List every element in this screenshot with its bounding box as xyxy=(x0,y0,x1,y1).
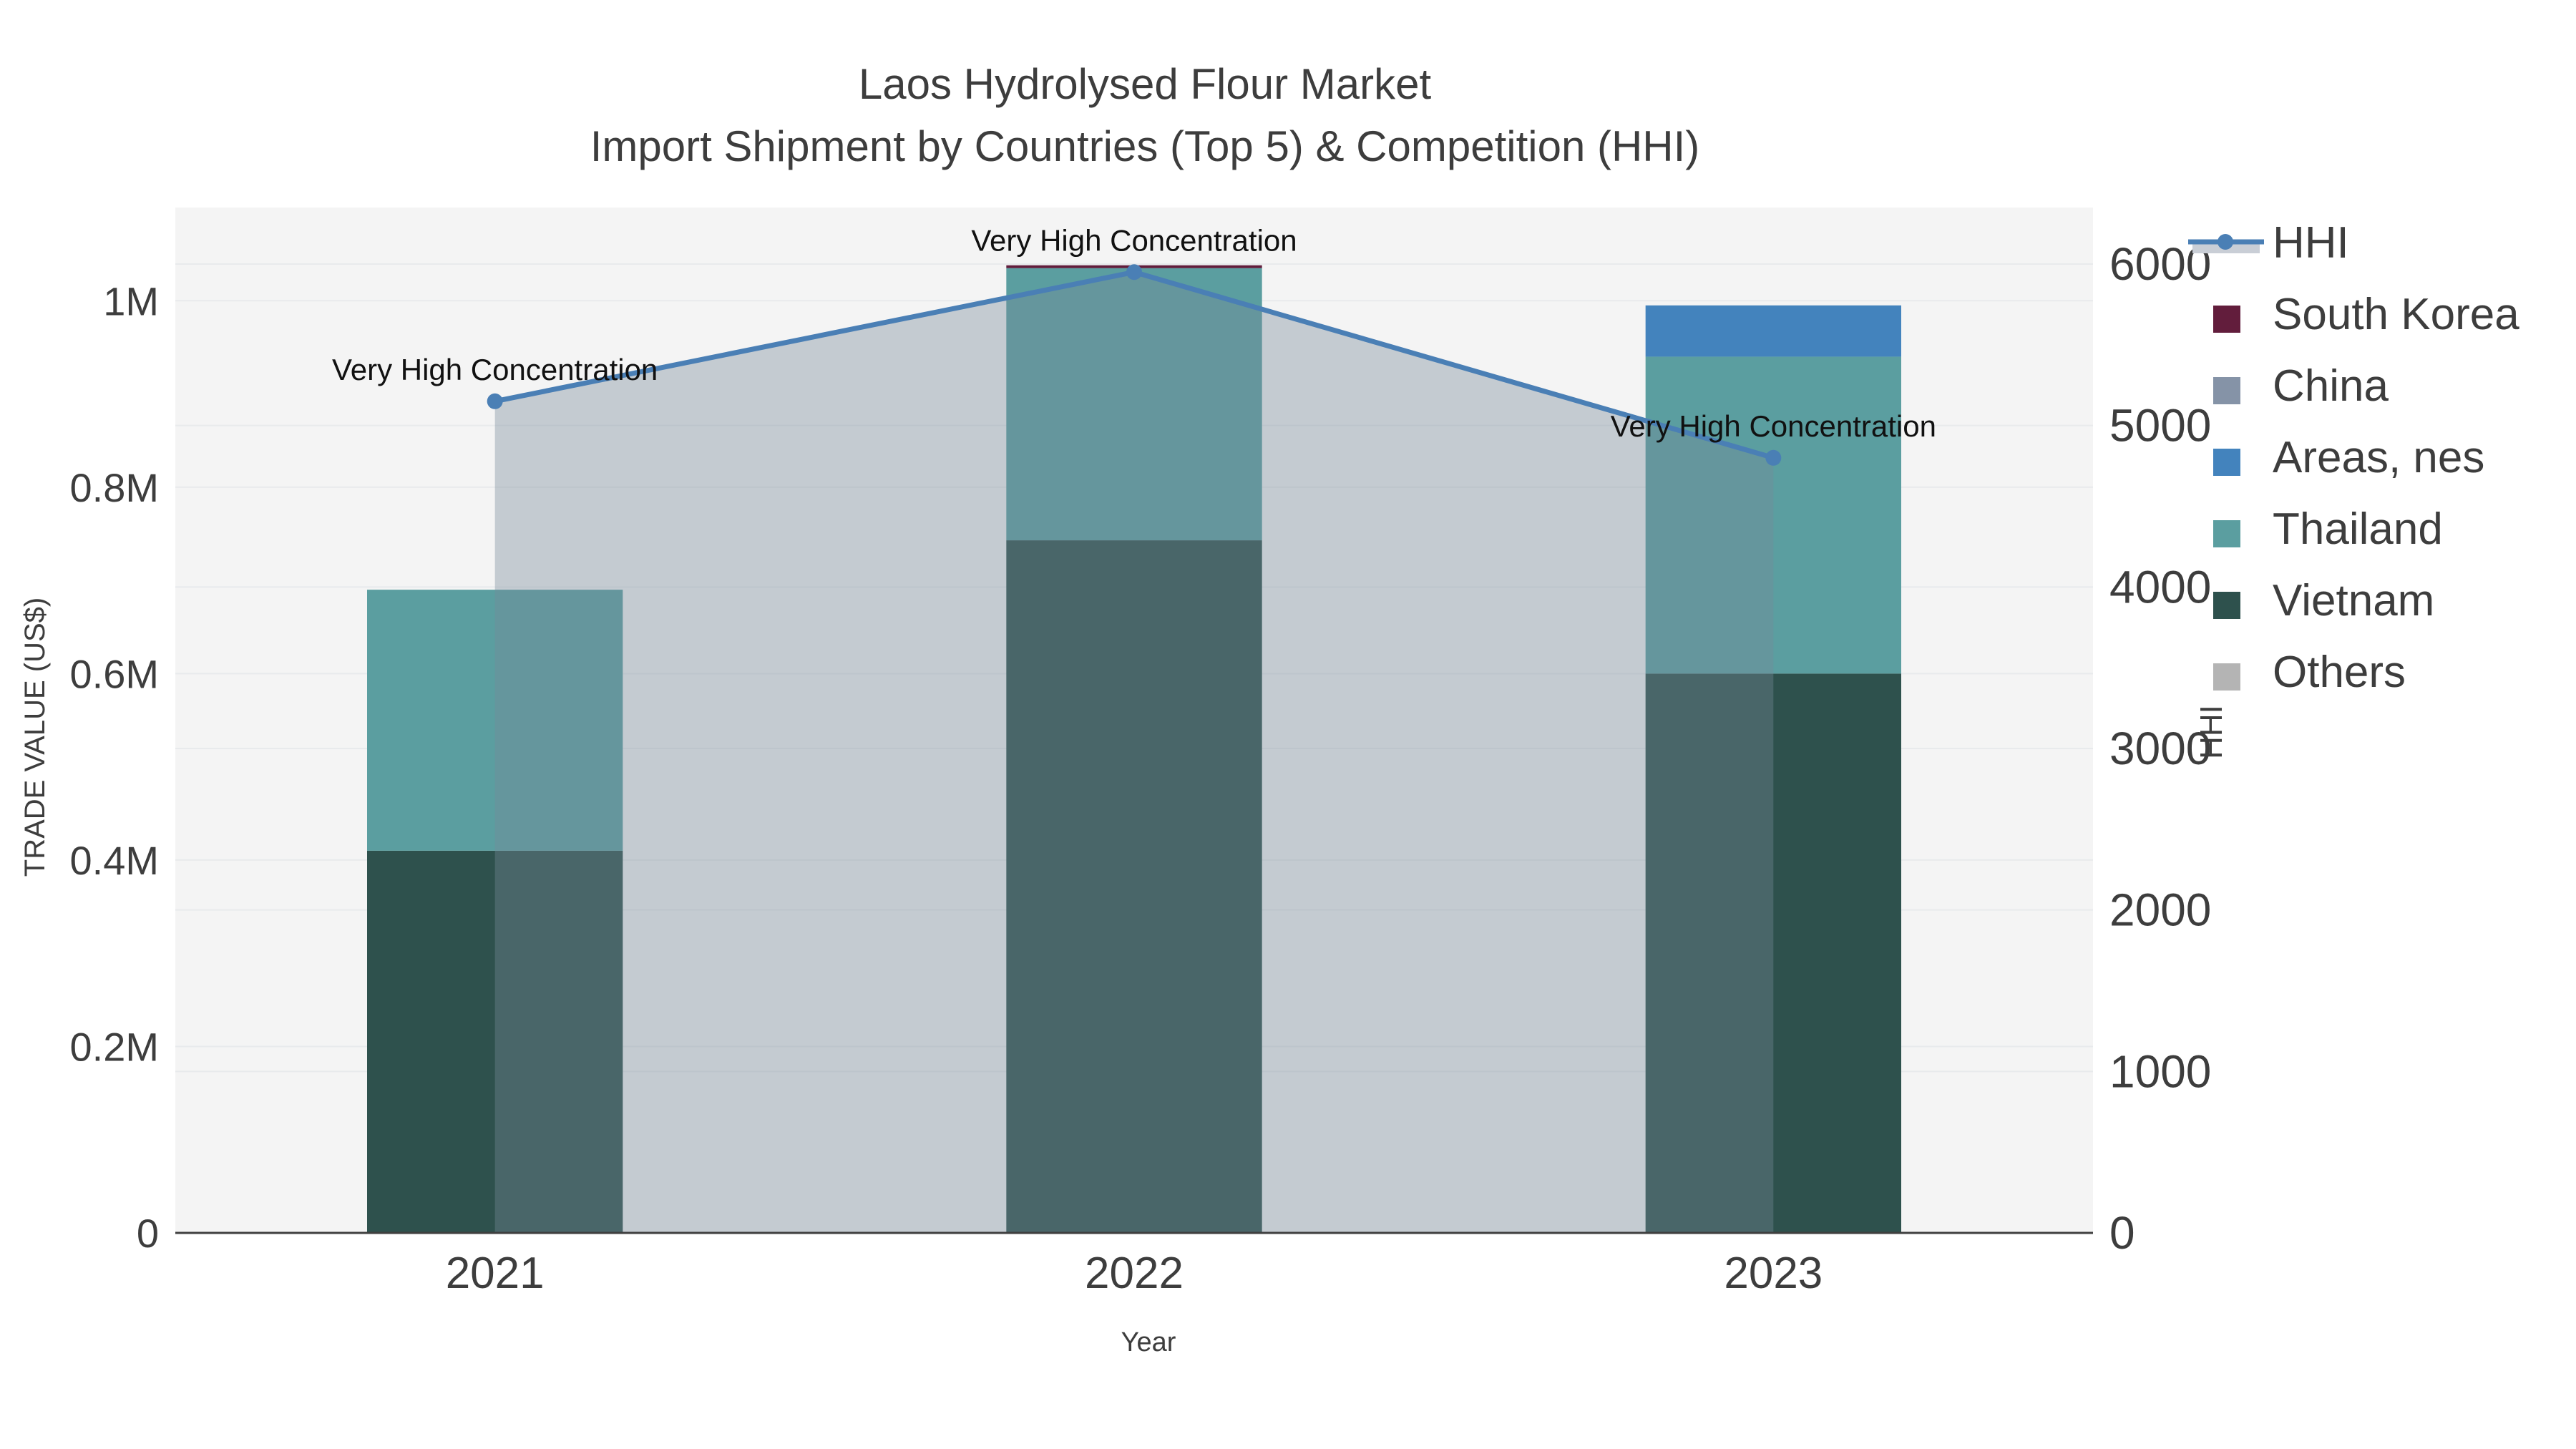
right-tick-label: 2000 xyxy=(2109,884,2211,936)
right-tick-label: 1000 xyxy=(2109,1045,2211,1097)
right-axis-title: HHI xyxy=(2194,705,2229,759)
legend-label: Areas, nes xyxy=(2273,433,2484,482)
x-tick-label-2022: 2022 xyxy=(1085,1249,1184,1298)
chart-subtitle: Import Shipment by Countries (Top 5) & C… xyxy=(590,122,1700,170)
legend-item-china[interactable]: China xyxy=(2213,361,2389,411)
left-tick-label: 0.4M xyxy=(70,838,160,883)
hhi-area-fill-layer xyxy=(494,272,1774,1234)
legend-item-south-korea[interactable]: South Korea xyxy=(2213,290,2519,339)
legend-swatch-icon xyxy=(2213,377,2240,404)
left-tick-label: 0.2M xyxy=(70,1024,160,1069)
chart-title: Laos Hydrolysed Flour Market xyxy=(859,60,1432,108)
right-tick-label: 3000 xyxy=(2109,723,2211,774)
right-tick-label: 0 xyxy=(2109,1207,2135,1259)
legend: HHI South Korea China Areas, nes Thailand Vie… xyxy=(2188,218,2519,697)
bar-series-layer xyxy=(367,265,1901,1233)
right-tick-label: 4000 xyxy=(2109,561,2211,613)
left-tick-label: 0.6M xyxy=(70,651,160,696)
legend-label: China xyxy=(2273,361,2389,411)
hhi-legend-marker-icon xyxy=(2218,234,2233,250)
bar-segment-vietnam-2023[interactable] xyxy=(1645,673,1901,1233)
legend-swatch-icon xyxy=(2213,663,2240,691)
legend-item-thailand[interactable]: Thailand xyxy=(2213,504,2443,554)
hhi-area-fill xyxy=(494,272,1774,1234)
annotation-2022: Very High Concentration xyxy=(971,223,1297,257)
annotation-2021: Very High Concentration xyxy=(332,353,658,386)
bar-segment-thailand-2022[interactable] xyxy=(1006,268,1262,541)
annotations-layer: Very High Concentration Very High Concent… xyxy=(332,223,1936,443)
legend-swatch-icon xyxy=(2213,520,2240,547)
annotation-2023: Very High Concentration xyxy=(1611,409,1936,443)
legend-swatch-icon xyxy=(2213,449,2240,476)
x-axis-title: Year xyxy=(1121,1327,1176,1357)
legend-label: Thailand xyxy=(2273,504,2443,554)
legend-item-others[interactable]: Others xyxy=(2213,648,2406,697)
hhi-point-2023[interactable] xyxy=(1765,449,1782,466)
bar-segment-vietnam-2021[interactable] xyxy=(367,850,623,1233)
hhi-point-2022[interactable] xyxy=(1126,264,1142,280)
hhi-point-2021[interactable] xyxy=(487,393,503,409)
bar-segment-thailand-2023[interactable] xyxy=(1645,356,1901,674)
legend-item-hhi[interactable]: HHI xyxy=(2188,218,2349,268)
left-tick-label: 0.8M xyxy=(70,465,160,510)
bar-segment-vietnam-2022[interactable] xyxy=(1006,540,1262,1233)
legend-label: Others xyxy=(2273,648,2406,697)
legend-item-areas--nes[interactable]: Areas, nes xyxy=(2213,433,2484,482)
x-tick-label-2023: 2023 xyxy=(1724,1249,1823,1298)
bar-segment-thailand-2021[interactable] xyxy=(367,590,623,851)
left-tick-label: 1M xyxy=(103,278,159,323)
left-axis-title: TRADE VALUE (US$) xyxy=(19,597,51,877)
legend-item-vietnam[interactable]: Vietnam xyxy=(2213,576,2434,625)
left-tick-label: 0 xyxy=(137,1211,159,1256)
legend-label: Vietnam xyxy=(2273,576,2434,625)
legend-label: HHI xyxy=(2273,218,2349,268)
legend-label: South Korea xyxy=(2273,290,2519,339)
x-tick-label-2021: 2021 xyxy=(446,1249,545,1298)
legend-swatch-icon xyxy=(2213,592,2240,619)
hhi-line-layer xyxy=(487,264,1782,466)
legend-swatch-icon xyxy=(2213,306,2240,333)
right-tick-label: 5000 xyxy=(2109,400,2211,452)
bar-segment-areas--nes-2023[interactable] xyxy=(1645,305,1901,357)
